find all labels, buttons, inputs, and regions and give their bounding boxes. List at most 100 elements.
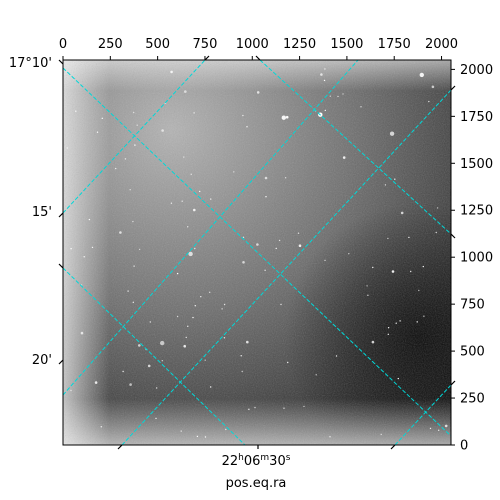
world-tick-marks [58, 55, 456, 450]
star [170, 70, 173, 74]
star [156, 387, 158, 389]
star [187, 226, 189, 228]
y-tick-label: 2000 [460, 63, 493, 78]
ra-tick-mark [390, 444, 396, 450]
star [193, 112, 195, 114]
ra-seconds-unit: s [286, 453, 291, 463]
grid-line-ra-3 [121, 89, 451, 445]
star [187, 325, 189, 327]
star [209, 291, 211, 293]
star [436, 207, 439, 209]
ra-tick-label: 22h06m30s [222, 453, 291, 469]
star [149, 321, 151, 323]
x-tick-label: 1750 [378, 37, 411, 52]
star [324, 109, 326, 112]
star [303, 405, 305, 408]
star [161, 360, 163, 362]
star [196, 435, 199, 438]
grid-line-dec-3 [259, 60, 451, 235]
star [256, 243, 259, 246]
star [129, 189, 131, 191]
star [233, 171, 235, 173]
star [335, 355, 338, 357]
star [184, 90, 187, 93]
star [342, 156, 346, 159]
star [320, 73, 323, 76]
star [176, 272, 179, 275]
star [254, 406, 256, 409]
star [246, 126, 248, 128]
dec-tick-mark [58, 263, 64, 269]
star [80, 331, 84, 335]
star [136, 124, 138, 126]
x-tick-label: 1500 [330, 37, 363, 52]
star [297, 232, 300, 234]
star [200, 296, 202, 298]
star [387, 327, 390, 329]
star [284, 177, 287, 179]
ra-tick-mark [204, 55, 210, 61]
star [138, 248, 141, 251]
y-tick-label: 1750 [460, 110, 493, 125]
star [96, 131, 99, 133]
star [119, 231, 122, 234]
star [264, 176, 268, 180]
y-tick-label: 250 [460, 392, 485, 407]
star [418, 289, 420, 292]
star [70, 248, 72, 250]
star [101, 117, 104, 120]
star [185, 336, 187, 339]
star [399, 320, 401, 322]
star [329, 436, 331, 438]
dec-tick-label: 20' [32, 353, 52, 368]
star [204, 436, 207, 438]
x-tick-label: 250 [98, 37, 123, 52]
star [324, 259, 326, 262]
star [188, 251, 193, 257]
y-pixel-ticks: 0 250 500 750 1000 1250 1500 1750 2000 [451, 63, 493, 454]
star [387, 333, 389, 335]
star [242, 114, 244, 117]
star [161, 129, 164, 132]
x-pixel-ticks: 0 250 500 750 1000 1250 1500 1750 2000 [59, 37, 458, 60]
ra-tick-mark [450, 85, 456, 91]
star [416, 321, 418, 323]
star [384, 184, 387, 186]
star [199, 190, 201, 193]
dec-tick-mark [58, 212, 64, 218]
x-axis-label: pos.eq.ra [226, 476, 287, 491]
star [410, 270, 412, 273]
grid-line-dec-2 [63, 267, 246, 445]
star [132, 301, 134, 303]
star [438, 429, 440, 431]
star [275, 247, 277, 250]
star [242, 236, 245, 238]
x-tick-label: 500 [145, 37, 170, 52]
star [75, 110, 77, 112]
sky-image [63, 60, 451, 445]
star [265, 196, 267, 198]
star [387, 237, 389, 240]
star [380, 433, 382, 436]
star [298, 244, 302, 247]
star [423, 315, 425, 317]
star [400, 211, 404, 215]
star [160, 340, 165, 346]
star [444, 424, 448, 428]
star [192, 316, 194, 319]
ra-tick-mark [117, 444, 123, 450]
grid-line-ra-4 [394, 384, 451, 445]
star [94, 381, 98, 384]
ra-tick-mark [255, 55, 261, 61]
star [127, 290, 129, 292]
star [170, 202, 173, 204]
x-tick-label: 1250 [283, 37, 316, 52]
star [147, 364, 151, 368]
star [91, 246, 94, 249]
star [70, 389, 72, 392]
star [395, 322, 397, 324]
star [133, 111, 135, 114]
star [181, 200, 183, 202]
star [372, 266, 374, 269]
y-tick-label: 1500 [460, 157, 493, 172]
